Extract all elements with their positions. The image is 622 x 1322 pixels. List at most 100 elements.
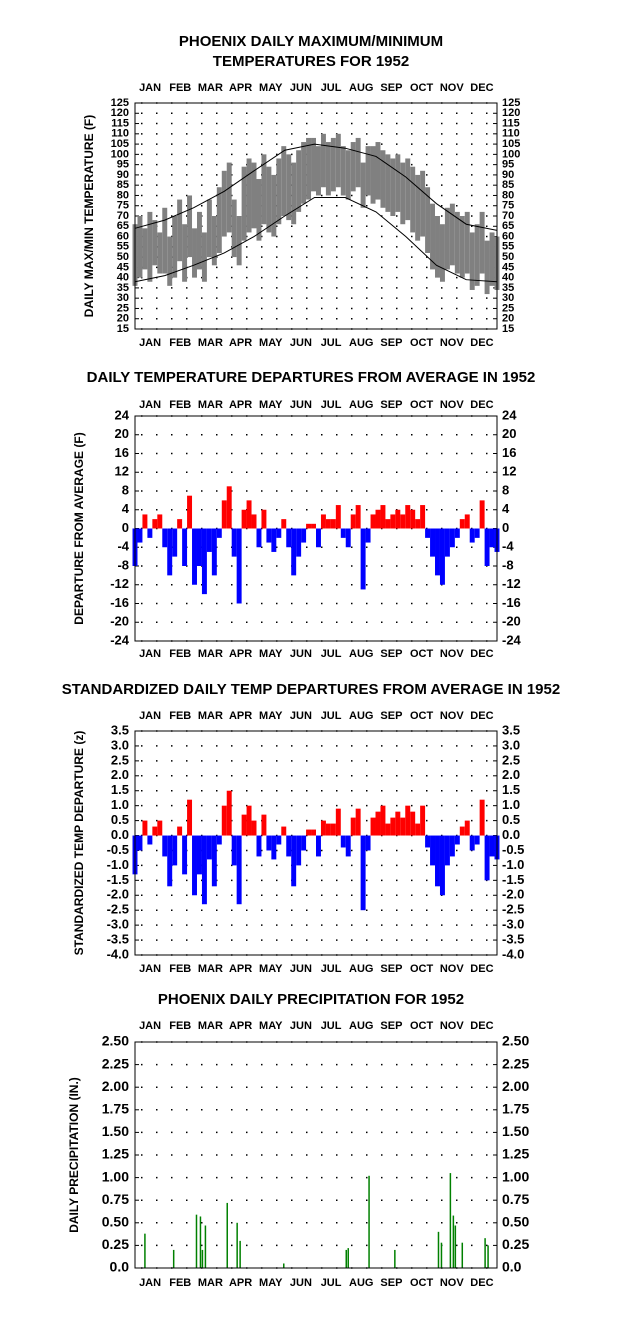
y-tick-label: 1.5 (502, 782, 520, 797)
bar (261, 509, 267, 529)
month-label: SEP (380, 963, 402, 975)
month-label: FEB (169, 1020, 191, 1032)
bar (286, 528, 292, 548)
bar (142, 820, 148, 836)
bar (350, 514, 356, 529)
y-tick-label: 0.0 (502, 827, 520, 842)
month-label: MAR (198, 337, 223, 349)
month-label: DEC (470, 710, 493, 722)
bar (231, 835, 237, 866)
bar (437, 1231, 440, 1268)
y-tick-label: -24 (110, 632, 130, 647)
y-tick-label: 16 (502, 445, 516, 460)
y-tick-label: -4.0 (107, 946, 129, 961)
temp-range-bar (370, 146, 376, 204)
y-tick-label: -20 (110, 614, 129, 629)
y-tick-label: 35 (502, 282, 514, 294)
bar (172, 835, 178, 866)
month-label: JUN (290, 710, 312, 722)
temp-range-bar (430, 203, 436, 270)
bar (380, 805, 386, 836)
y-tick-label: 2.50 (502, 1033, 529, 1049)
month-label: JUL (321, 648, 342, 660)
month-label: MAY (259, 710, 283, 722)
month-label: JUL (321, 337, 342, 349)
bar (350, 817, 356, 836)
y-tick-label: 1.75 (502, 1101, 529, 1117)
bar (440, 1242, 443, 1268)
month-label: MAY (259, 963, 283, 975)
temp-range-bar (301, 142, 307, 204)
bar (340, 528, 346, 538)
y-tick-label: -3.5 (107, 932, 129, 947)
y-tick-label: 90 (117, 169, 129, 181)
temp-range-bar (211, 216, 217, 266)
y-tick-label: 2.50 (102, 1033, 129, 1049)
y-tick-label: 3.5 (111, 722, 129, 737)
month-label: JUN (290, 337, 312, 349)
bar (182, 528, 188, 566)
y-tick-label: 3.5 (502, 722, 520, 737)
bar (266, 835, 272, 851)
bar (335, 808, 341, 836)
month-label: APR (229, 963, 252, 975)
bar (177, 826, 183, 836)
bar (204, 1225, 207, 1268)
temp-range-bar (157, 232, 163, 274)
y-tick-label: 0.5 (502, 812, 520, 827)
y-tick-label: -2.5 (502, 902, 524, 917)
y-tick-label: -1.5 (107, 872, 129, 887)
temp-range-bar (330, 137, 336, 192)
bar (365, 528, 371, 543)
temp-range-bar (350, 142, 356, 192)
bar (236, 1222, 238, 1268)
y-tick-label: -3.0 (502, 917, 524, 932)
temp-range-bar (251, 162, 257, 229)
bar (360, 835, 366, 911)
month-label: APR (229, 337, 252, 349)
y-tick-label: 20 (502, 313, 514, 325)
bar (196, 528, 202, 566)
y-tick-label: -1.0 (502, 857, 524, 872)
month-label: DEC (470, 1277, 493, 1289)
bar (325, 519, 331, 529)
bar (221, 500, 227, 529)
chart-title: PHOENIX DAILY MAXIMUM/MINIMUM (179, 33, 443, 50)
bar (400, 817, 406, 836)
month-label: DEC (470, 399, 493, 411)
month-label: JUN (290, 1020, 312, 1032)
y-tick-label: 0.0 (110, 1259, 130, 1275)
bar (187, 495, 193, 529)
month-label: APR (229, 1020, 252, 1032)
month-label: JUL (321, 82, 342, 94)
y-tick-label: 1.5 (111, 782, 129, 797)
bar (311, 829, 316, 836)
temp-range-bar (420, 170, 426, 237)
y-tick-label: 30 (117, 292, 129, 304)
month-label: DEC (470, 963, 493, 975)
month-label: SEP (380, 399, 402, 411)
month-label: JUN (290, 648, 312, 660)
bar (425, 528, 431, 538)
chart-title: STANDARDIZED DAILY TEMP DEPARTURES FROM … (62, 681, 560, 698)
y-axis-label: DAILY MAX/MIN TEMPERATURE (F) (82, 115, 96, 317)
normal-line (134, 197, 498, 283)
temp-range-bar (474, 224, 480, 286)
y-tick-label: 90 (502, 169, 514, 181)
bar (347, 1248, 349, 1268)
month-label: OCT (410, 963, 434, 975)
y-tick-label: 0.50 (502, 1214, 529, 1230)
month-label: JAN (139, 82, 161, 94)
temp-range-bar (320, 133, 326, 188)
y-tick-label: 30 (502, 292, 514, 304)
month-label: MAY (259, 648, 283, 660)
bar (199, 1216, 202, 1268)
month-label: MAY (259, 1020, 283, 1032)
bar (345, 835, 351, 857)
bar (484, 835, 490, 881)
bar (489, 528, 495, 548)
bar (444, 835, 450, 866)
bar (340, 835, 346, 848)
bar (283, 1263, 285, 1268)
